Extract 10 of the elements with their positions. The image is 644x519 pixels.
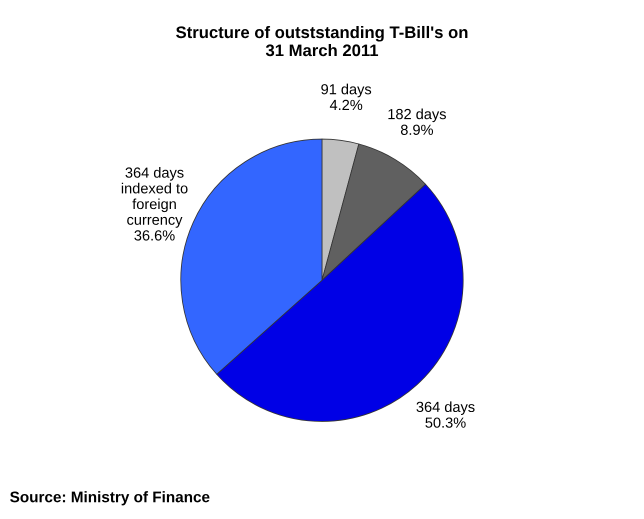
chart-title: Structure of outststanding T-Bill's on 31 March 2011 [176,26,468,56]
slice-label: 182 days [388,108,446,122]
data-label: 8.9% [400,124,434,135]
data-label: 4.2% [330,100,362,110]
slice-label: 364 days [416,401,475,415]
data-label: 36.6% [134,230,175,241]
slice-label: 91 days [321,84,372,98]
data-label: 50.3% [425,417,466,428]
source-note: Source: Ministry of Finance [10,491,210,506]
slice-label: 364 days indexed to foreign currency [122,167,188,228]
